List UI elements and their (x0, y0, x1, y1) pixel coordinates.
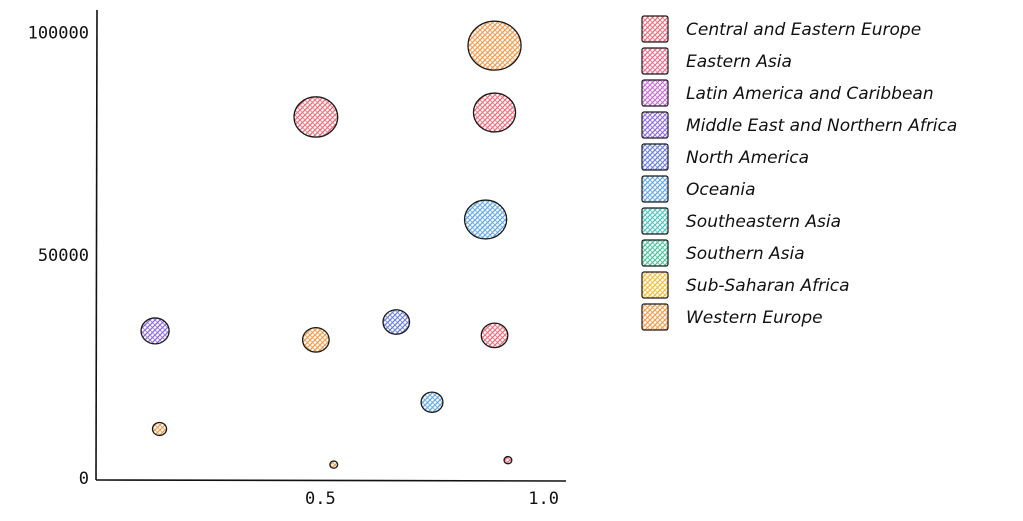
legend-label: Western Europe (686, 308, 823, 328)
legend-label: Eastern Asia (686, 52, 792, 72)
data-point (382, 309, 411, 335)
legend-swatch (641, 175, 669, 203)
data-point (140, 317, 170, 345)
data-point (463, 199, 508, 240)
legend-label: Latin America and Caribbean (686, 84, 934, 104)
legend-swatch (641, 271, 669, 299)
data-points (140, 20, 522, 469)
legend-swatch (641, 79, 669, 107)
legend-swatch (641, 47, 669, 75)
data-point (329, 460, 339, 469)
legend-label: Sub-Saharan Africa (686, 276, 850, 296)
legend-label: Southeastern Asia (686, 212, 841, 232)
legend-label: Oceania (686, 180, 756, 200)
legend-swatch (641, 239, 669, 267)
data-point (420, 391, 444, 413)
data-point (151, 421, 168, 437)
data-point (467, 20, 522, 71)
legend-label: Central and Eastern Europe (686, 20, 921, 40)
y-tick-label: 0 (79, 469, 89, 489)
y-tick-label: 50000 (38, 246, 89, 266)
data-point (293, 96, 339, 138)
x-tick-label: 1.0 (528, 489, 559, 509)
legend-label: North America (686, 148, 809, 168)
legend-label: Southern Asia (686, 244, 805, 264)
legend-swatch (641, 303, 669, 331)
legend-swatch (641, 143, 669, 171)
y-axis-line (95, 9, 98, 481)
x-tick-label: 0.5 (305, 489, 336, 509)
x-axis-line (95, 479, 567, 482)
axes: 0 50000 100000 0.5 1.0 (28, 9, 567, 509)
data-point (472, 92, 517, 133)
data-point (301, 326, 330, 353)
legend-swatch (641, 111, 669, 139)
legend-label: Middle East and Northern Africa (686, 116, 957, 136)
y-tick-label: 100000 (28, 23, 89, 43)
legend-swatch (641, 15, 669, 43)
legend: Central and Eastern Europe Eastern Asia La… (641, 15, 957, 331)
data-point (480, 322, 509, 349)
data-point (503, 455, 513, 465)
legend-swatch (641, 207, 669, 235)
